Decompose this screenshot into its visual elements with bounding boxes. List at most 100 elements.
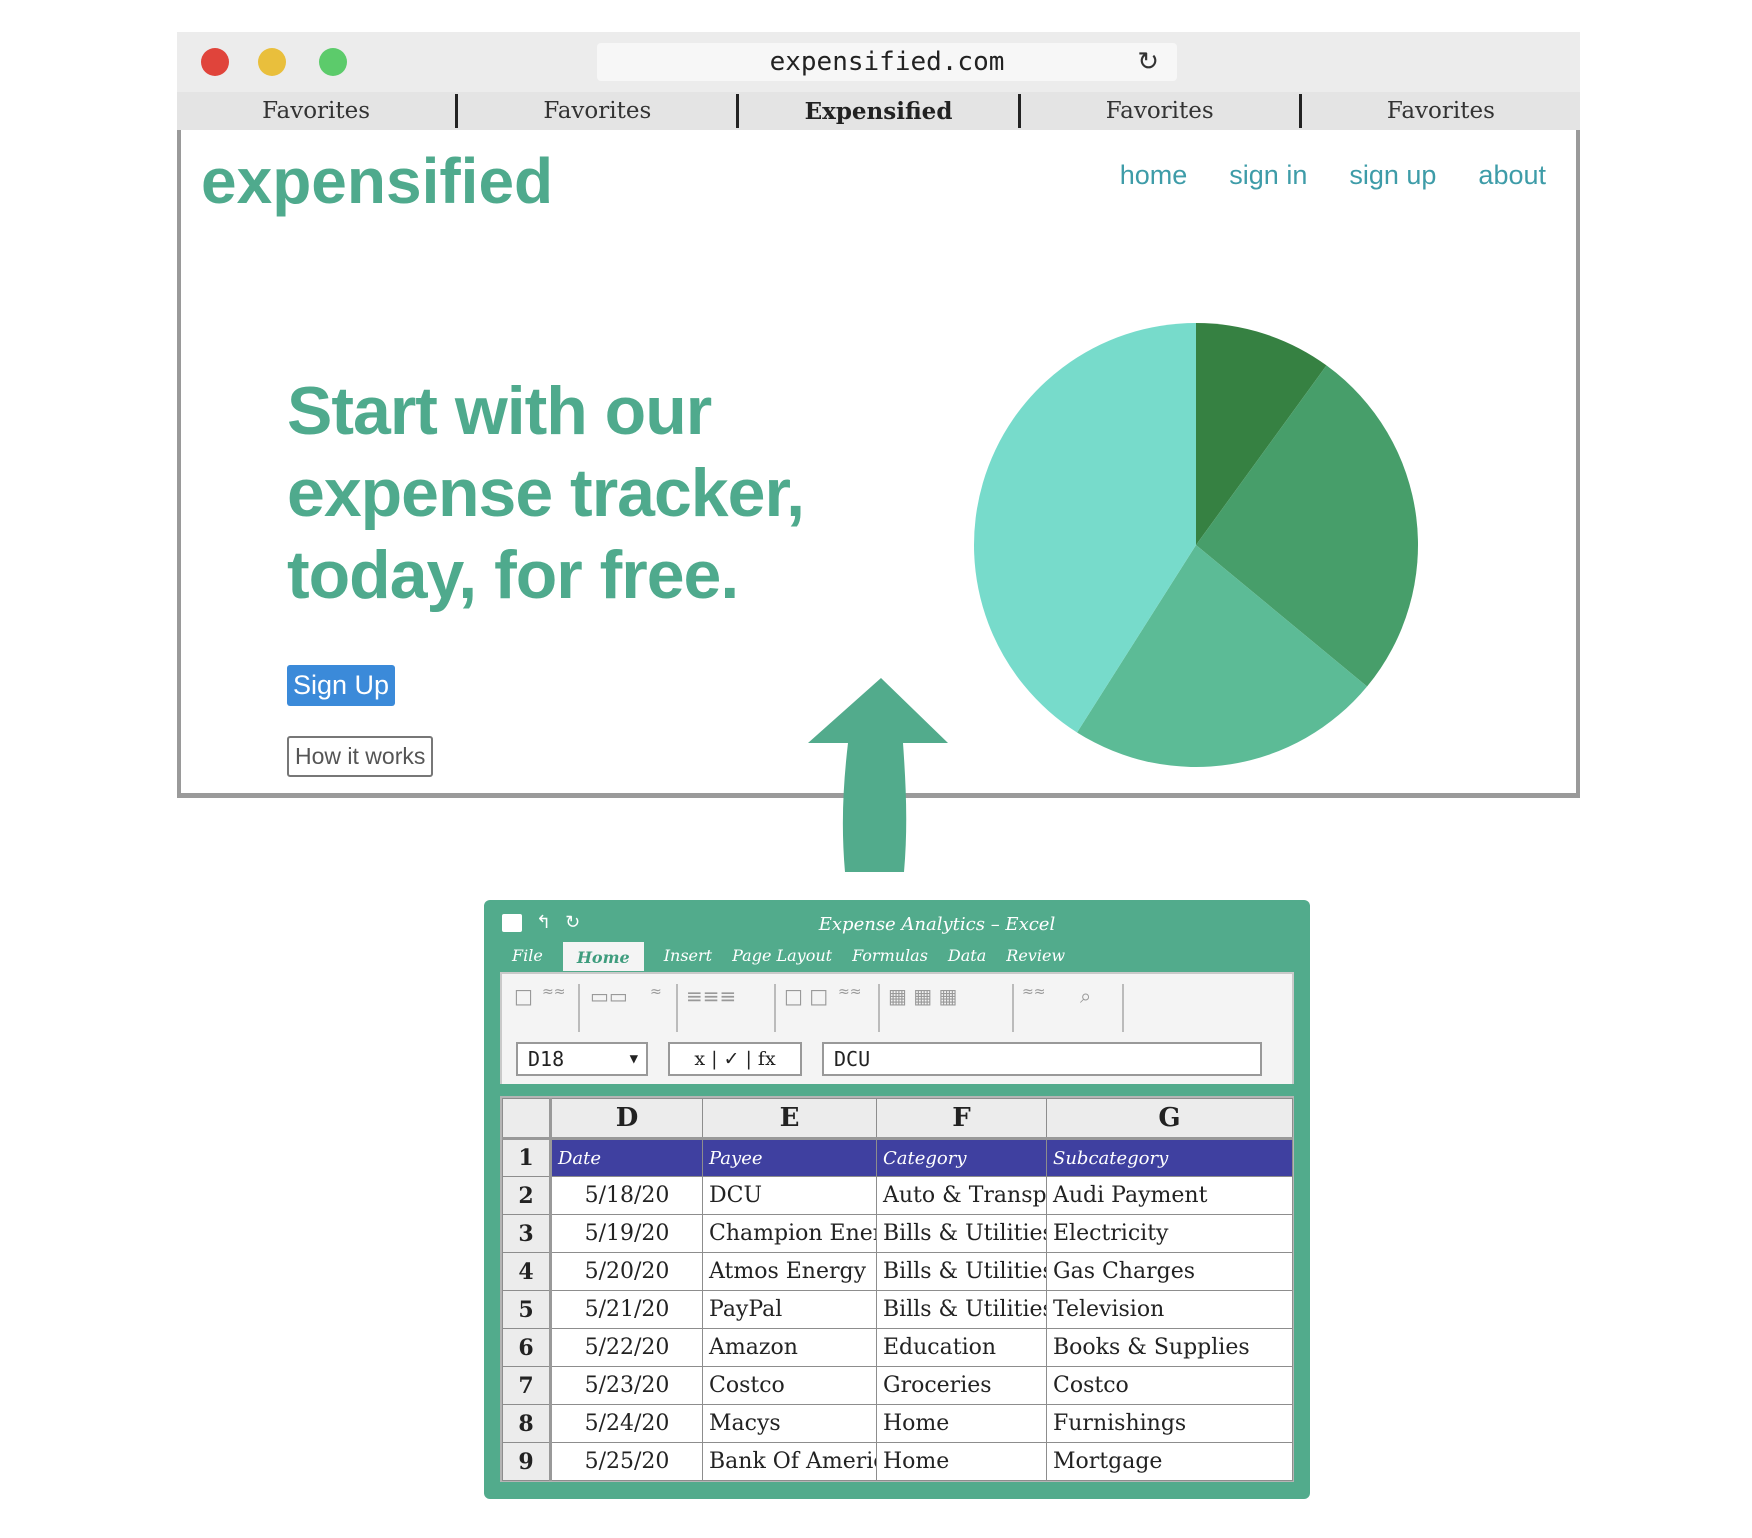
hero-heading: Start with our expense tracker, today, f… — [287, 370, 847, 616]
clipboard-icon[interactable]: □ — [514, 984, 533, 1008]
table-cell[interactable]: 5/23/20 — [550, 1366, 703, 1405]
table-cell[interactable]: 5/19/20 — [550, 1214, 703, 1253]
table-cell[interactable]: 5/18/20 — [550, 1176, 703, 1215]
table-cell[interactable]: Costco — [702, 1366, 877, 1405]
sign-up-button[interactable]: Sign Up — [287, 665, 396, 706]
styles-icon[interactable]: ▦ ▦ ▦ — [888, 984, 958, 1008]
number-options-icon[interactable]: ≈≈ — [838, 984, 862, 1000]
column-header[interactable]: F — [876, 1098, 1047, 1140]
how-it-works-button[interactable]: How it works — [287, 736, 434, 777]
header-cell[interactable]: Date — [550, 1138, 703, 1177]
menu-data[interactable]: Data — [947, 946, 987, 965]
table-cell[interactable]: Audi Payment — [1046, 1176, 1293, 1215]
table-cell[interactable]: Bank Of America — [702, 1442, 877, 1481]
address-bar[interactable]: expensified.com ↻ — [597, 43, 1177, 81]
table-cell[interactable]: 5/22/20 — [550, 1328, 703, 1367]
row-number[interactable]: 9 — [502, 1442, 552, 1481]
formula-input[interactable]: DCU — [822, 1042, 1262, 1076]
table-cell[interactable]: 5/20/20 — [550, 1252, 703, 1291]
table-cell[interactable]: Costco — [1046, 1366, 1293, 1405]
table-cell[interactable]: Champion Energy — [702, 1214, 877, 1253]
table-cell[interactable]: Furnishings — [1046, 1404, 1293, 1443]
header-cell[interactable]: Subcategory — [1046, 1138, 1293, 1177]
minimize-window-icon[interactable] — [258, 48, 286, 76]
tab-favorites-4[interactable]: Favorites — [1386, 98, 1495, 124]
row-number[interactable]: 2 — [502, 1176, 552, 1215]
column-header[interactable]: G — [1046, 1098, 1293, 1140]
align-icon[interactable]: ≡≡≡ — [686, 984, 737, 1008]
table-cell[interactable]: Macys — [702, 1404, 877, 1443]
row-number[interactable]: 5 — [502, 1290, 552, 1329]
nav-about[interactable]: about — [1478, 160, 1546, 190]
header-cell[interactable]: Category — [876, 1138, 1047, 1177]
editing-icon[interactable]: ≈≈ — [1022, 984, 1046, 1000]
excel-window: ↰ ↻ Expense Analytics – Excel File Home … — [484, 900, 1310, 1499]
menu-insert[interactable]: Insert — [663, 946, 713, 965]
table-cell[interactable]: DCU — [702, 1176, 877, 1215]
table-cell[interactable]: 5/24/20 — [550, 1404, 703, 1443]
nav-home[interactable]: home — [1119, 160, 1188, 190]
table-cell[interactable]: Television — [1046, 1290, 1293, 1329]
table-cell[interactable]: Education — [876, 1328, 1047, 1367]
font-size-icon[interactable]: ≈ — [650, 984, 662, 1000]
menu-page-layout[interactable]: Page Layout — [732, 946, 833, 965]
chevron-down-icon[interactable]: ▼ — [629, 1051, 638, 1067]
row-number[interactable]: 3 — [502, 1214, 552, 1253]
table-cell[interactable]: 5/21/20 — [550, 1290, 703, 1329]
tab-favorites-3[interactable]: Favorites — [1021, 94, 1302, 128]
tab-expensified[interactable]: Expensified — [739, 94, 1021, 128]
reload-icon[interactable]: ↻ — [1137, 47, 1159, 77]
font-box-icon[interactable]: ▭▭ — [590, 984, 628, 1008]
close-window-icon[interactable] — [201, 48, 229, 76]
table-cell[interactable]: PayPal — [702, 1290, 877, 1329]
undo-icon[interactable]: ↰ — [536, 912, 552, 932]
table-row: 5 5/21/20 PayPal Bills & Utilities Televisio… — [502, 1290, 1293, 1329]
up-arrow-icon — [808, 678, 948, 872]
row-number[interactable]: 4 — [502, 1252, 552, 1291]
table-cell[interactable]: Groceries — [876, 1366, 1047, 1405]
brand-logo[interactable]: expensified — [201, 145, 554, 217]
row-number[interactable]: 7 — [502, 1366, 552, 1405]
table-cell[interactable]: Gas Charges — [1046, 1252, 1293, 1291]
table-cell[interactable]: Electricity — [1046, 1214, 1293, 1253]
search-icon[interactable]: ⌕ — [1080, 984, 1092, 1008]
column-header[interactable]: E — [702, 1098, 877, 1140]
nav-sign-in[interactable]: sign in — [1229, 160, 1308, 190]
menu-review[interactable]: Review — [1006, 946, 1066, 965]
select-all-corner[interactable] — [502, 1098, 552, 1140]
header-cell[interactable]: Payee — [702, 1138, 877, 1177]
name-box[interactable]: D18 ▼ — [516, 1042, 648, 1076]
table-cell[interactable]: Home — [876, 1442, 1047, 1481]
column-header[interactable]: D — [550, 1098, 703, 1140]
paste-options-icon[interactable]: ≈≈ — [542, 984, 566, 1000]
table-cell[interactable]: Auto & Transport — [876, 1176, 1047, 1215]
table-cell[interactable]: Home — [876, 1404, 1047, 1443]
table-cell[interactable]: Bills & Utilities — [876, 1252, 1047, 1291]
ribbon-divider — [1012, 984, 1014, 1032]
save-icon[interactable] — [502, 913, 522, 932]
menu-file[interactable]: File — [512, 946, 543, 965]
formula-controls[interactable]: x | ✓ | fx — [668, 1042, 802, 1076]
tab-favorites-2[interactable]: Favorites — [458, 94, 740, 128]
table-row: 6 5/22/20 Amazon Education Books & Supplies — [502, 1328, 1293, 1367]
table-cell[interactable]: Atmos Energy — [702, 1252, 877, 1291]
nav-sign-up[interactable]: sign up — [1349, 160, 1437, 190]
tab-favorites-1[interactable]: Favorites — [177, 94, 459, 128]
table-cell[interactable]: Books & Supplies — [1046, 1328, 1293, 1367]
menu-formulas[interactable]: Formulas — [852, 946, 928, 965]
table-row: 7 5/23/20 Costco Groceries Costco — [502, 1366, 1293, 1405]
table-cell[interactable]: 5/25/20 — [550, 1442, 703, 1481]
row-number[interactable]: 8 — [502, 1404, 552, 1443]
table-cell[interactable]: Mortgage — [1046, 1442, 1293, 1481]
menu-home[interactable]: Home — [562, 942, 644, 971]
table-cell[interactable]: Bills & Utilities — [876, 1290, 1047, 1329]
number-format-icon[interactable]: □ □ — [784, 984, 829, 1008]
name-box-value: D18 — [528, 1047, 565, 1071]
table-cell[interactable]: Amazon — [702, 1328, 877, 1367]
row-number[interactable]: 1 — [502, 1138, 552, 1177]
table-cell[interactable]: Bills & Utilities — [876, 1214, 1047, 1253]
redo-icon[interactable]: ↻ — [565, 912, 581, 932]
maximize-window-icon[interactable] — [319, 48, 347, 76]
row-number[interactable]: 6 — [502, 1328, 552, 1367]
